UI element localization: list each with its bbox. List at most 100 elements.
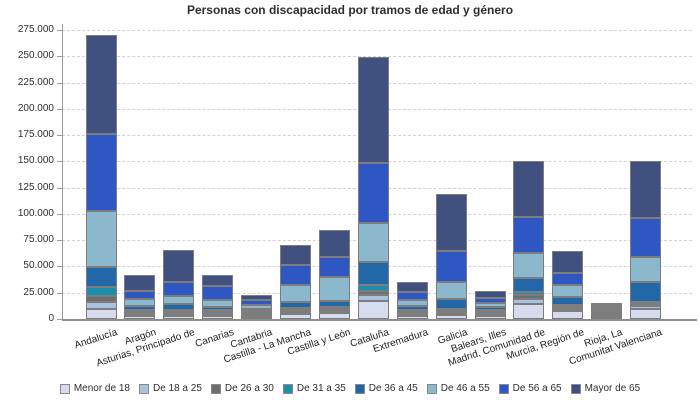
bar-segment[interactable] xyxy=(124,298,156,306)
bar-segment[interactable] xyxy=(202,275,234,286)
bar-segment[interactable] xyxy=(318,311,350,314)
bar-segment[interactable] xyxy=(396,292,428,300)
bar-segment[interactable] xyxy=(163,295,195,305)
bar-segment[interactable] xyxy=(474,297,506,303)
bar-segment[interactable] xyxy=(357,162,389,224)
bar-segment[interactable] xyxy=(474,291,506,298)
bar-segment[interactable] xyxy=(513,216,545,253)
bar-segment[interactable] xyxy=(396,310,428,313)
bar-segment[interactable] xyxy=(513,298,545,304)
bar-segment[interactable] xyxy=(513,161,545,217)
bar-segment[interactable] xyxy=(513,303,545,319)
bar-segment[interactable] xyxy=(591,308,623,311)
bar-segment[interactable] xyxy=(241,310,273,313)
bar-segment[interactable] xyxy=(318,309,350,312)
bar-segment[interactable] xyxy=(591,314,623,317)
bar-segment[interactable] xyxy=(357,294,389,301)
bar-segment[interactable] xyxy=(357,56,389,163)
bar-segment[interactable] xyxy=(357,223,389,263)
bar-segment[interactable] xyxy=(552,305,584,308)
bar-segment[interactable] xyxy=(357,290,389,295)
bar-segment[interactable] xyxy=(163,314,195,317)
bar-segment[interactable] xyxy=(280,265,311,286)
bar-segment[interactable] xyxy=(591,302,623,305)
bar-segment[interactable] xyxy=(591,312,623,315)
bar-segment[interactable] xyxy=(241,305,273,309)
bar-segment[interactable] xyxy=(124,316,156,319)
bar-segment[interactable] xyxy=(280,314,311,319)
bar-segment[interactable] xyxy=(163,316,195,319)
bar-segment[interactable] xyxy=(241,308,273,311)
bar-segment[interactable] xyxy=(163,249,195,283)
bar-segment[interactable] xyxy=(552,296,584,306)
bar-segment[interactable] xyxy=(280,310,311,313)
bar-segment[interactable] xyxy=(552,285,584,297)
bar-segment[interactable] xyxy=(280,312,311,315)
bar-segment[interactable] xyxy=(241,314,273,317)
bar-segment[interactable] xyxy=(630,217,662,257)
bar-segment[interactable] xyxy=(435,299,467,309)
bar-segment[interactable] xyxy=(318,257,350,278)
bar-segment[interactable] xyxy=(124,291,156,299)
bar-segment[interactable] xyxy=(241,312,273,315)
bar-segment[interactable] xyxy=(202,285,234,301)
bar-segment[interactable] xyxy=(630,304,662,307)
bar-segment[interactable] xyxy=(202,300,234,308)
bar-segment[interactable] xyxy=(85,35,117,135)
bar-segment[interactable] xyxy=(85,309,117,319)
bar-segment[interactable] xyxy=(591,316,623,319)
bar-segment[interactable] xyxy=(396,316,428,319)
bar-segment[interactable] xyxy=(124,275,156,292)
bar-segment[interactable] xyxy=(435,250,467,282)
bar-segment[interactable] xyxy=(435,194,467,251)
bar-segment[interactable] xyxy=(202,316,234,319)
bar-segment[interactable] xyxy=(591,304,623,307)
bar-segment[interactable] xyxy=(435,281,467,300)
bar-segment[interactable] xyxy=(280,308,311,311)
bar-segment[interactable] xyxy=(163,282,195,296)
bar-segment[interactable] xyxy=(513,291,545,296)
bar-segment[interactable] xyxy=(163,310,195,313)
bar-segment[interactable] xyxy=(163,312,195,315)
bar-segment[interactable] xyxy=(85,301,117,310)
bar-segment[interactable] xyxy=(280,301,311,309)
bar-segment[interactable] xyxy=(513,252,545,279)
bar-segment[interactable] xyxy=(552,307,584,310)
bar-segment[interactable] xyxy=(318,229,350,258)
bar-segment[interactable] xyxy=(124,314,156,317)
bar-segment[interactable] xyxy=(202,312,234,315)
bar-segment[interactable] xyxy=(396,306,428,311)
bar-segment[interactable] xyxy=(85,267,117,287)
bar-segment[interactable] xyxy=(318,313,350,319)
bar-segment[interactable] xyxy=(124,312,156,315)
bar-segment[interactable] xyxy=(85,286,117,296)
bar-segment[interactable] xyxy=(630,281,662,302)
bar-segment[interactable] xyxy=(241,316,273,319)
bar-segment[interactable] xyxy=(474,314,506,317)
bar-segment[interactable] xyxy=(630,301,662,305)
bar-segment[interactable] xyxy=(396,299,428,307)
bar-segment[interactable] xyxy=(241,300,273,306)
bar-segment[interactable] xyxy=(318,300,350,308)
bar-segment[interactable] xyxy=(474,306,506,311)
bar-segment[interactable] xyxy=(630,308,662,319)
bar-segment[interactable] xyxy=(591,306,623,309)
bar-segment[interactable] xyxy=(357,284,389,291)
bar-segment[interactable] xyxy=(318,307,350,310)
bar-segment[interactable] xyxy=(202,314,234,317)
bar-segment[interactable] xyxy=(435,314,467,319)
bar-segment[interactable] xyxy=(552,309,584,312)
bar-segment[interactable] xyxy=(552,250,584,273)
bar-segment[interactable] xyxy=(241,294,273,301)
bar-segment[interactable] xyxy=(435,308,467,311)
bar-segment[interactable] xyxy=(280,245,311,266)
bar-segment[interactable] xyxy=(630,306,662,309)
bar-segment[interactable] xyxy=(357,300,389,319)
bar-segment[interactable] xyxy=(591,310,623,313)
bar-segment[interactable] xyxy=(202,307,234,311)
bar-segment[interactable] xyxy=(124,310,156,313)
bar-segment[interactable] xyxy=(396,312,428,315)
bar-segment[interactable] xyxy=(513,278,545,292)
bar-segment[interactable] xyxy=(474,312,506,315)
bar-segment[interactable] xyxy=(435,312,467,315)
